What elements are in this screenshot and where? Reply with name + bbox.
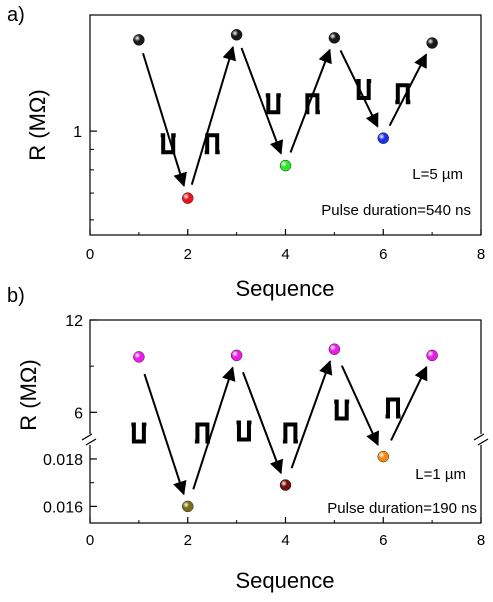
panel-a-data-point — [328, 32, 341, 44]
panel-b-x-tick-label: 4 — [281, 532, 289, 549]
panel-b-x-tick-label: 2 — [184, 532, 192, 549]
panel-a-y-axis-label: R (MΩ) — [25, 89, 50, 160]
panel-a-data-point — [377, 132, 389, 144]
panel-b-x-axis-label: Sequence — [235, 568, 334, 593]
panel-a-positive-pulse-symbol — [395, 83, 411, 105]
panel-b-data-point — [182, 500, 194, 513]
panel-b-axis-break — [81, 433, 489, 446]
panel-b-negative-pulse-symbol — [131, 422, 147, 444]
panel-b: b) 0 2 4 6 8 12 6 0.018 0.016 Sequence R (MΩ) L… — [7, 285, 489, 593]
panel-a-data-point — [230, 29, 243, 41]
panel-b-positive-pulse-symbol — [194, 422, 210, 444]
panel-b-y-tick-label: 0.016 — [43, 499, 83, 516]
panel-b-negative-pulse-symbol — [236, 420, 252, 442]
panel-b-positive-pulse-symbol — [385, 397, 401, 419]
panel-a-annotation-length: L=5 µm — [412, 166, 463, 183]
panel-a: a) 0 2 4 6 8 1 Sequence R (MΩ) L=5 µm Pulse … — [7, 4, 485, 301]
panel-b-transition-arrow — [340, 365, 380, 447]
panel-a-annotation-pulse: Pulse duration=540 ns — [321, 202, 471, 219]
panel-b-negative-pulse-symbol — [334, 399, 350, 421]
panel-b-x-tick-label: 6 — [379, 532, 387, 549]
panel-a-x-tick-label: 2 — [184, 246, 192, 263]
panel-b-y-tick-label: 6 — [74, 405, 83, 422]
panel-a-data-point — [133, 34, 145, 46]
panel-a-transition-arrow — [240, 47, 284, 155]
panel-a-transition-arrow — [289, 48, 332, 153]
panel-b-annotation-pulse: Pulse duration=190 ns — [327, 500, 477, 517]
panel-a-x-tick-label: 0 — [86, 246, 94, 263]
panel-a-x-tick-label: 6 — [379, 246, 387, 263]
panel-a-y-tick-label: 1 — [73, 124, 82, 141]
panel-a-data-point — [279, 159, 292, 172]
panel-a-positive-pulse-symbol — [304, 93, 320, 115]
panel-b-annotation-length: L=1 µm — [415, 466, 466, 483]
panel-b-y-tick-label: 0.018 — [43, 452, 83, 469]
panel-b-transition-arrow — [192, 366, 236, 490]
panel-a-transition-arrow — [190, 45, 236, 185]
panel-a-negative-pulse-symbol — [160, 133, 176, 155]
panel-a-positive-pulse-symbol — [204, 133, 220, 155]
panel-b-positive-pulse-symbol — [282, 422, 298, 444]
panel-a-label: a) — [7, 4, 25, 26]
panel-b-data-point — [426, 349, 438, 362]
panel-a-transition-arrow — [142, 52, 187, 188]
panel-a-data-point — [426, 37, 438, 49]
panel-a-data-point — [182, 192, 194, 204]
panel-a-x-tick-label: 4 — [281, 246, 289, 263]
panel-b-x-tick-label: 0 — [86, 532, 94, 549]
panel-b-plot-frame — [89, 319, 482, 524]
panel-b-data-point — [133, 351, 145, 363]
panel-b-data-point — [377, 450, 389, 463]
panel-b-transition-arrow — [143, 373, 187, 496]
panel-a-negative-pulse-symbol — [356, 79, 372, 101]
panel-b-y-tick-label: 12 — [65, 313, 83, 330]
panel-a-negative-pulse-symbol — [265, 93, 281, 115]
panel-b-data-point — [328, 343, 341, 355]
panel-a-x-axis-label: Sequence — [235, 276, 334, 301]
panel-b-transition-arrow — [290, 360, 333, 469]
panel-b-transition-arrow — [390, 365, 428, 441]
panel-b-data-point — [279, 479, 292, 491]
panel-b-data-point — [230, 349, 243, 362]
panel-b-label: b) — [7, 285, 25, 307]
panel-a-x-tick-label: 8 — [477, 246, 485, 263]
panel-b-x-tick-label: 8 — [477, 532, 485, 549]
panel-b-transition-arrow — [242, 371, 284, 475]
panel-b-y-axis-label: R (MΩ) — [16, 359, 41, 430]
